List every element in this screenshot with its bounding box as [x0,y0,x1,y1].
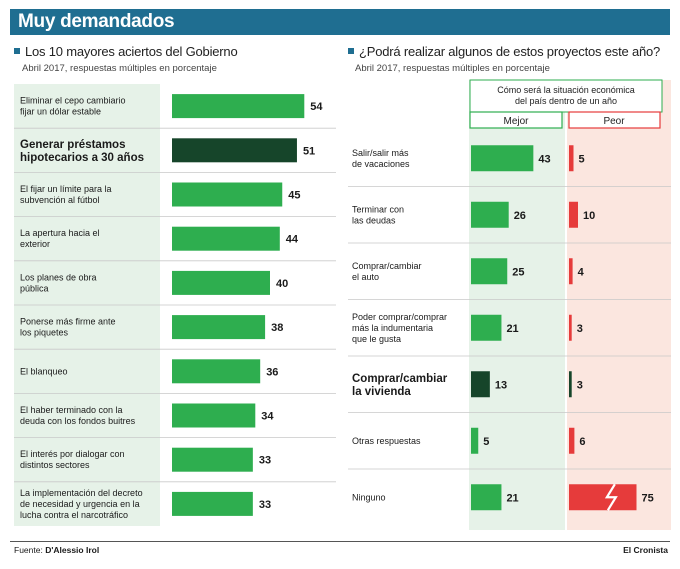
bar-worse [569,201,578,228]
value-label: 38 [271,322,283,334]
worse-header-label: Peor [603,116,625,127]
category-label: Comprar/cambiar el auto [352,261,422,282]
value-label: 40 [276,278,288,290]
value-label: 34 [261,411,274,423]
category-label: Generar préstamos hipotecarios a 30 años [20,139,144,164]
bar-better [471,145,534,172]
left-chart-subtitle: Abril 2017, respuestas múltiples en porc… [22,63,217,74]
worse-header-box [568,111,661,129]
footer-rule [10,541,670,542]
category-label: Otras respuestas [352,436,421,446]
bar-worse [569,314,572,341]
value-label-worse: 4 [578,266,585,278]
bar-worse [569,427,575,454]
bar-better [471,427,479,454]
category-label: Poder comprar/comprar más la indumentaria… [352,312,447,344]
category-label: Ninguno [352,492,386,502]
bar-better [471,258,508,285]
value-label-better: 21 [506,323,518,335]
category-label: El haber terminado con la deuda con los f… [20,405,136,426]
category-label: Eliminar el cepo cambiario fijar un dólar… [20,96,126,117]
better-header-box [469,111,563,129]
footer-brand: El Cronista [623,545,668,555]
value-label-better: 25 [512,266,524,278]
value-label-worse: 6 [579,436,585,448]
bar-better [471,201,509,228]
bar [172,315,266,340]
bar [172,403,256,428]
value-label-better: 43 [538,153,550,165]
right-chart-title: ¿Podrá realizar algunos de estos proyect… [348,44,660,59]
category-label: Comprar/cambiar la vivienda [352,373,448,398]
value-label-worse: 3 [577,323,583,335]
bar-better [471,314,502,341]
header-title: Muy demandados [18,11,175,32]
bar [172,447,253,472]
value-label-better: 21 [506,492,518,504]
right-bar-chart: Cómo será la situación económica del país… [348,79,671,530]
category-label: El fijar un límite para la subvención al … [20,184,112,205]
bar-worse [569,371,572,398]
value-label: 51 [303,145,315,157]
value-label-better: 13 [495,379,507,391]
bar [172,94,305,119]
value-label-better: 5 [483,436,489,448]
category-label: Ponerse más firme ante los piquetes [20,317,116,338]
bar [172,226,280,251]
category-label: Terminar con las deudas [352,204,404,225]
header-banner: Muy demandados [10,9,670,35]
category-label: La apertura hacia el exterior [20,228,100,249]
value-label-worse: 10 [583,210,595,222]
bar-worse [569,258,573,285]
footer-source-name: D'Alessio Irol [45,545,100,555]
break-mark-icon [604,483,618,511]
value-label-worse: 5 [579,153,585,165]
bar [172,270,270,295]
column-header-text: Cómo será la situación económica del país… [497,85,635,106]
left-chart-title: Los 10 mayores aciertos del Gobierno [14,44,238,59]
category-label: El blanqueo [20,366,68,376]
bar-worse [569,145,574,172]
value-label-worse: 3 [577,379,583,391]
bar [172,359,261,384]
value-label: 33 [259,499,271,511]
category-label: El interés por dialogar con distintos sec… [20,449,125,470]
bar-better [471,371,490,398]
footer-source: Fuente: D'Alessio Irol [14,545,99,555]
bar [172,138,297,163]
value-label: 44 [286,234,299,246]
value-label-better: 26 [514,210,526,222]
value-label: 45 [288,190,300,202]
column-header-box [469,79,663,113]
value-label: 54 [310,101,323,113]
better-header-label: Mejor [503,116,529,127]
category-label: La implementación del decreto de necesida… [20,488,143,520]
value-label: 36 [266,366,278,378]
category-label: Salir/salir más de vacaciones [352,148,410,169]
right-chart-subtitle: Abril 2017, respuestas múltiples en porc… [355,63,550,74]
bar-worse [569,484,637,511]
left-bar-chart: Eliminar el cepo cambiario fijar un dólar… [14,84,336,526]
value-label: 33 [259,455,271,467]
bar [172,182,283,207]
bar-better [471,484,502,511]
bar [172,491,253,516]
value-label-worse: 75 [642,492,654,504]
worse-column-panel [567,80,671,530]
footer-source-label: Fuente: [14,545,43,555]
category-label: Los planes de obra pública [20,272,97,293]
